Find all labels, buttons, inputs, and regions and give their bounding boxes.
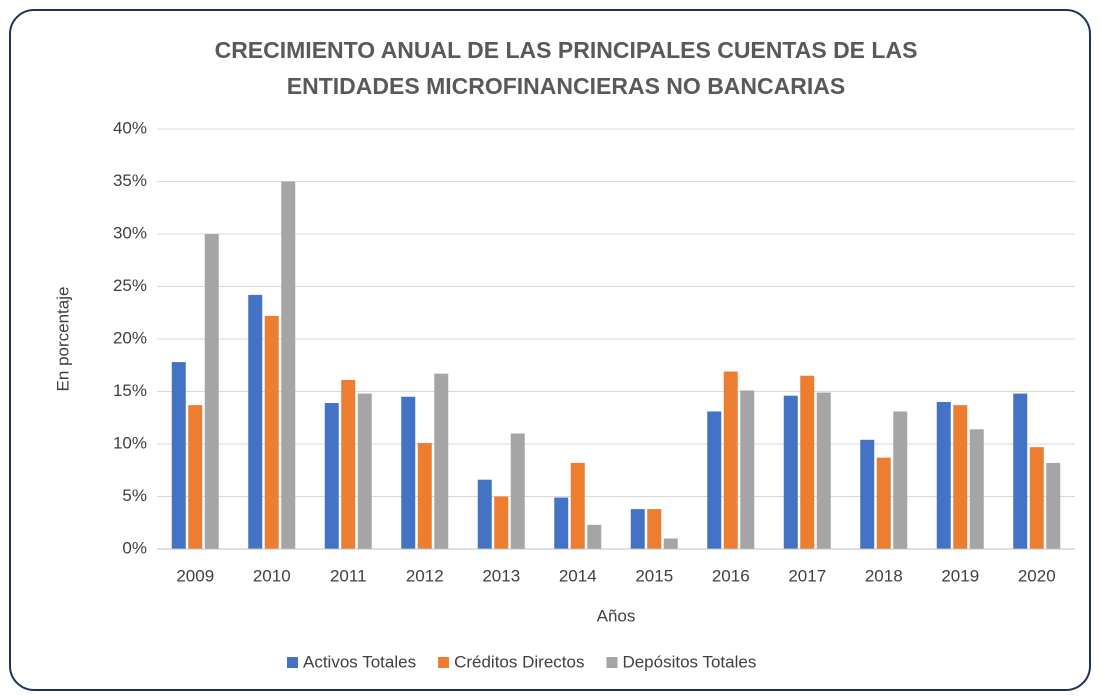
bar — [264, 315, 279, 549]
bar — [188, 405, 203, 549]
bar — [1013, 393, 1028, 549]
y-tick-label: 40% — [113, 118, 147, 137]
bar — [969, 429, 984, 549]
bar — [401, 396, 416, 549]
bar — [1046, 462, 1061, 549]
legend-label: Activos Totales — [303, 652, 416, 671]
x-axis-label: Años — [597, 606, 636, 625]
bar — [204, 234, 219, 549]
bar — [248, 294, 263, 549]
bar — [860, 439, 875, 549]
chart-title: ENTIDADES MICROFINANCIERAS NO BANCARIAS — [287, 73, 845, 99]
bar — [587, 524, 602, 549]
bar — [876, 457, 891, 549]
y-tick-label: 5% — [122, 486, 147, 505]
chart-frame — [9, 9, 1091, 691]
x-tick-label: 2015 — [635, 566, 673, 585]
bar — [171, 362, 186, 549]
legend-swatch — [287, 657, 298, 668]
bar — [477, 479, 492, 549]
legend-swatch — [438, 657, 450, 668]
y-axis-label: En porcentaje — [53, 287, 72, 392]
chart-title: CRECIMIENTO ANUAL DE LAS PRINCIPALES CUE… — [215, 37, 918, 63]
y-tick-label: 25% — [113, 276, 147, 295]
bar — [434, 373, 449, 549]
bar — [647, 509, 662, 549]
y-tick-label: 30% — [113, 223, 147, 242]
bar — [707, 411, 722, 549]
bar — [1029, 447, 1044, 549]
y-tick-label: 15% — [113, 381, 147, 400]
bar — [663, 538, 678, 549]
y-tick-label: 10% — [113, 433, 147, 452]
x-tick-label: 2012 — [406, 566, 444, 585]
bar — [816, 392, 831, 549]
x-tick-label: 2018 — [865, 566, 903, 585]
x-tick-label: 2020 — [1018, 566, 1056, 585]
bar — [494, 496, 509, 549]
bar — [341, 379, 356, 549]
bar — [953, 405, 968, 549]
bar — [630, 509, 645, 549]
x-tick-label: 2013 — [482, 566, 520, 585]
x-tick-label: 2010 — [253, 566, 291, 585]
legend-swatch — [606, 657, 618, 668]
bar — [723, 371, 738, 549]
bar — [570, 462, 585, 549]
bar — [783, 395, 798, 549]
x-tick-label: 2014 — [559, 566, 597, 585]
x-tick-label: 2011 — [330, 566, 367, 585]
x-tick-label: 2017 — [788, 566, 826, 585]
bar — [893, 411, 908, 549]
x-tick-label: 2019 — [941, 566, 979, 585]
y-tick-label: 20% — [113, 328, 147, 347]
bar — [281, 181, 296, 549]
y-tick-label: 35% — [113, 171, 147, 190]
bar — [324, 403, 339, 549]
legend-label: Depósitos Totales — [622, 652, 756, 671]
bar — [800, 375, 815, 549]
bar — [357, 393, 372, 549]
bar — [417, 442, 432, 549]
y-tick-label: 0% — [122, 538, 147, 557]
bar — [554, 497, 569, 549]
x-tick-label: 2016 — [712, 566, 750, 585]
bar — [740, 390, 755, 549]
bar — [510, 433, 525, 549]
legend-label: Créditos Directos — [454, 652, 584, 671]
x-tick-label: 2009 — [176, 566, 214, 585]
bar — [936, 402, 951, 549]
